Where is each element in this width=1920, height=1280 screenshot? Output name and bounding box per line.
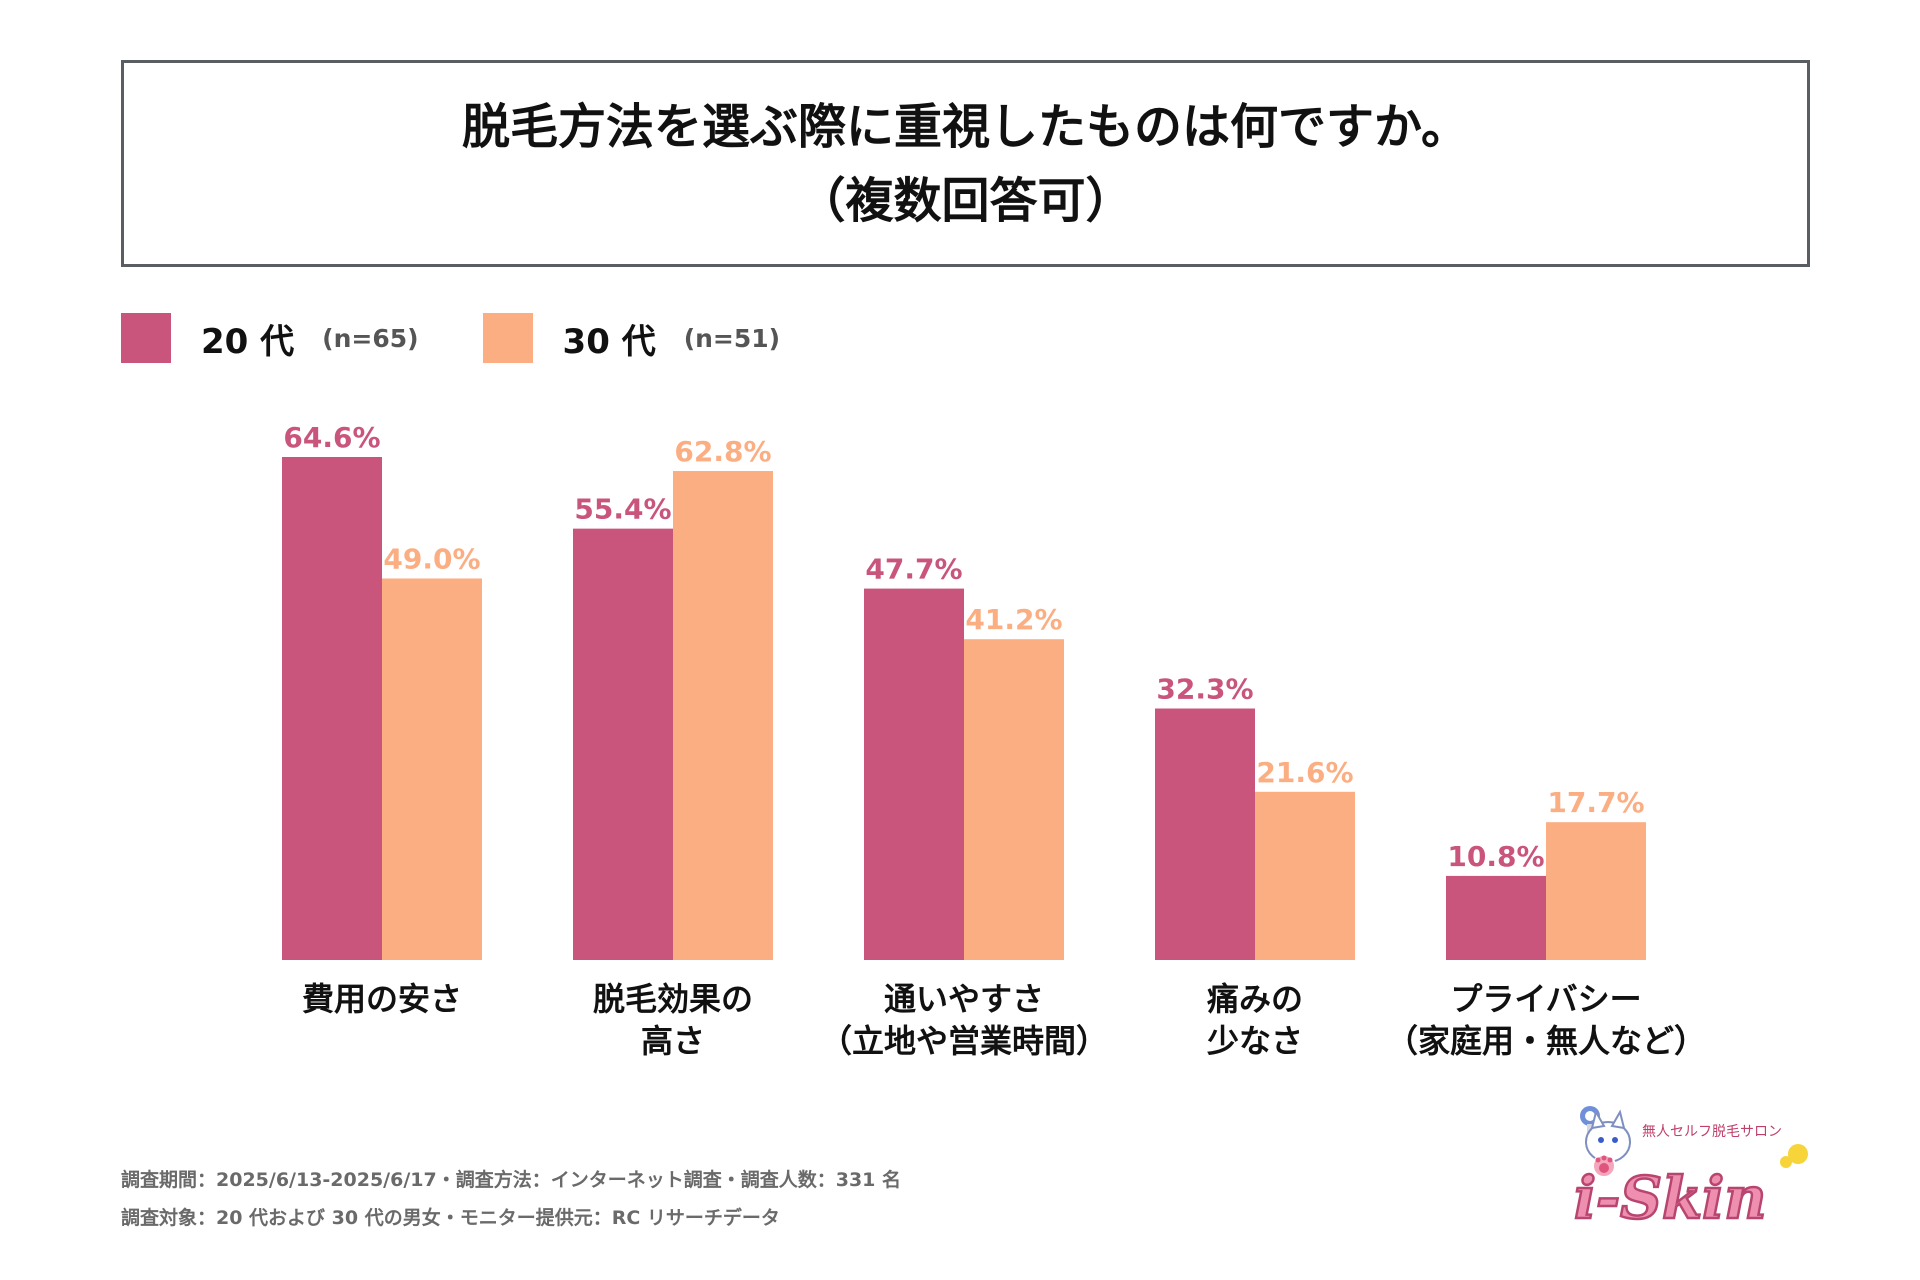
- bar-30s-0: [382, 578, 482, 960]
- sparkle-icon: [1780, 1144, 1808, 1168]
- cat-mascot-icon: [1580, 1106, 1631, 1178]
- category-label-3-0: 痛みの: [1207, 980, 1303, 1018]
- legend-n-30s: (n=51): [683, 323, 781, 353]
- bar-20s-3: [1155, 708, 1255, 960]
- category-label-3-1: 少なさ: [1207, 1022, 1303, 1060]
- legend-n-20s: (n=65): [322, 323, 419, 353]
- data-label-30s-2: 41.2%: [965, 603, 1062, 636]
- data-label-20s-3: 32.3%: [1156, 673, 1253, 706]
- bar-20s-1: [573, 528, 673, 960]
- title-box: 脱毛方法を選ぶ際に重視したものは何ですか。 （複数回答可）: [121, 60, 1810, 267]
- bar-30s-1: [673, 471, 773, 960]
- logo-brand: i-Skin: [1574, 1164, 1766, 1230]
- legend-label-30s: 30 代: [562, 321, 656, 362]
- chart-title-line2: （複数回答可）: [797, 172, 1134, 229]
- category-label-1-0: 脱毛効果の: [593, 980, 753, 1018]
- legend-item-30s: 30 代 (n=51): [482, 313, 781, 363]
- category-label-1-1: 高さ: [641, 1022, 705, 1060]
- i-skin-logo: 無人セルフ脱毛サロン i-Skin: [1573, 1106, 1808, 1230]
- legend: 20 代 (n=65) 30 代 (n=51): [121, 312, 844, 364]
- data-label-30s-0: 49.0%: [383, 542, 480, 575]
- bar-20s-0: [282, 457, 382, 960]
- legend-swatch-20s: [121, 313, 171, 363]
- footer-survey-period: 調査期間：2025/6/13-2025/6/17・調査方法：インターネット調査・…: [121, 1169, 902, 1191]
- data-label-20s-4: 10.8%: [1447, 840, 1544, 873]
- data-label-30s-4: 17.7%: [1547, 786, 1644, 819]
- bar-20s-2: [864, 588, 964, 960]
- category-label-4-0: プライバシー: [1450, 980, 1641, 1018]
- category-label-2-1: （立地や営業時間）: [820, 1022, 1108, 1060]
- data-label-30s-3: 21.6%: [1256, 756, 1353, 789]
- bar-20s-4: [1446, 875, 1546, 960]
- category-label-4-1: （家庭用・無人など）: [1386, 1022, 1706, 1060]
- chart-title-line1: 脱毛方法を選ぶ際に重視したものは何ですか。: [461, 98, 1470, 155]
- bar-30s-3: [1255, 791, 1355, 960]
- data-label-20s-0: 64.6%: [283, 421, 380, 454]
- data-label-20s-1: 55.4%: [574, 493, 671, 526]
- bar-30s-2: [964, 639, 1064, 960]
- legend-item-20s: 20 代 (n=65): [121, 313, 419, 363]
- legend-label-20s: 20 代: [201, 321, 295, 362]
- data-label-30s-1: 62.8%: [674, 435, 771, 468]
- category-label-0-0: 費用の安さ: [302, 980, 462, 1018]
- category-label-2-0: 通いやすさ: [884, 980, 1044, 1018]
- logo-tagline: 無人セルフ脱毛サロン: [1642, 1124, 1782, 1140]
- legend-swatch-30s: [482, 313, 533, 363]
- bar-30s-4: [1546, 822, 1646, 960]
- footer-survey-target: 調査対象：20 代および 30 代の男女・モニター提供元：RC リサーチデータ: [121, 1207, 780, 1229]
- data-label-20s-2: 47.7%: [865, 553, 962, 586]
